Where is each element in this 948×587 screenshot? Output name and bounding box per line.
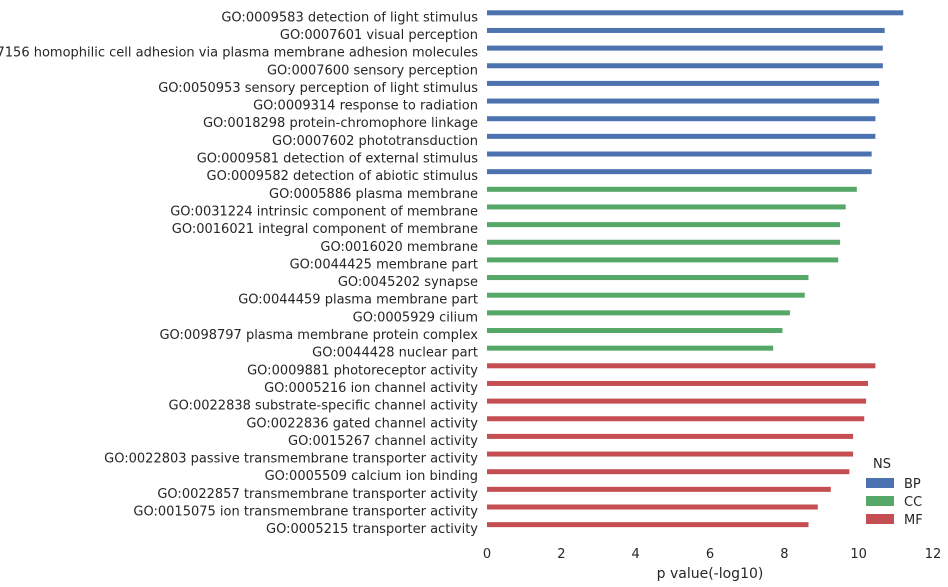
category-label: GO:0044428 nuclear part (312, 346, 478, 361)
category-label: GO:0016021 integral component of membran… (172, 222, 478, 237)
legend-swatch (866, 514, 894, 524)
category-label: GO:0022838 substrate-specific channel ac… (169, 399, 479, 414)
category-label: GO:0044459 plasma membrane part (238, 293, 478, 308)
x-tick-label: 4 (632, 547, 640, 562)
bar (487, 292, 805, 298)
bar (487, 116, 876, 122)
bar (487, 363, 876, 369)
x-tick-label: 12 (925, 547, 942, 562)
category-label: GO:0007601 visual perception (280, 28, 478, 43)
category-label: GO:0009314 response to radiation (253, 99, 478, 114)
bar (487, 169, 872, 175)
legend-title: NS (873, 457, 891, 472)
category-label: GO:0009881 photoreceptor activity (247, 363, 478, 378)
category-label: GO:0009582 detection of abiotic stimulus (207, 169, 479, 184)
category-label: GO:0005216 ion channel activity (264, 381, 478, 396)
bar (487, 257, 839, 263)
category-label: GO:0015267 channel activity (288, 434, 478, 449)
bar (487, 45, 883, 51)
category-label: GO:0098797 plasma membrane protein compl… (159, 328, 478, 343)
bar (487, 133, 876, 139)
bar (487, 345, 774, 351)
category-label: GO:0009583 detection of light stimulus (221, 10, 478, 25)
legend-entry-label: CC (904, 495, 922, 510)
bar (487, 80, 880, 86)
bar (487, 204, 846, 210)
bar (487, 310, 790, 316)
bar (487, 151, 872, 157)
legend-swatch (866, 496, 894, 506)
category-label: GO:0022836 gated channel activity (246, 416, 478, 431)
bar (487, 398, 867, 404)
category-label: GO:0045202 synapse (338, 275, 478, 290)
category-labels: GO:0009583 detection of light stimulus GO… (0, 10, 478, 537)
x-tick-label: 10 (850, 547, 867, 562)
legend-swatch (866, 478, 894, 488)
category-label: GO:0016020 membrane (320, 240, 478, 255)
bar (487, 222, 841, 228)
bar (487, 27, 885, 33)
x-axis-ticks: 0 2 4 6 8 10 12 (483, 547, 941, 562)
bar (487, 239, 841, 245)
bars-group (487, 10, 904, 528)
category-label: GO:0005886 plasma membrane (269, 187, 478, 202)
bar (487, 328, 783, 333)
bar (487, 275, 809, 281)
bar (487, 10, 904, 16)
legend-entry-label: BP (904, 477, 921, 492)
bar (487, 63, 883, 69)
bar (487, 504, 818, 510)
category-label: GO:0007602 phototransduction (272, 134, 478, 149)
x-tick-label: 0 (483, 547, 491, 562)
bar (487, 416, 865, 422)
category-label: GO:0022803 passive transmembrane transpo… (104, 452, 478, 467)
category-label: GO:0018298 protein-chromophore linkage (203, 116, 478, 131)
category-label: GO:0009581 detection of external stimulu… (197, 152, 479, 167)
category-label: GO:0007600 sensory perception (267, 63, 478, 78)
category-label: GO:0022857 transmembrane transporter act… (157, 487, 478, 502)
bar (487, 98, 880, 104)
x-axis-label: p value(-log10) (657, 566, 764, 582)
category-label: GO:0050953 sensory perception of light s… (158, 81, 478, 96)
legend: NS BP CC MF (866, 457, 923, 528)
legend-entry-label: MF (904, 513, 923, 528)
bar (487, 451, 854, 457)
bar (487, 522, 809, 528)
x-tick-label: 6 (706, 547, 714, 562)
category-label: GO:0005215 transporter activity (266, 522, 478, 537)
category-label: GO:0031224 intrinsic component of membra… (170, 204, 478, 219)
category-label: GO:0044425 membrane part (290, 257, 478, 272)
category-label: GO:0007156 homophilic cell adhesion via … (0, 46, 478, 61)
bar (487, 469, 850, 475)
bar (487, 433, 854, 439)
category-label: GO:0005509 calcium ion binding (265, 469, 478, 484)
bar (487, 486, 831, 492)
category-label: GO:0005929 cilium (353, 310, 478, 325)
bar (487, 380, 868, 386)
x-tick-label: 2 (557, 547, 565, 562)
bar (487, 186, 857, 192)
category-label: GO:0015075 ion transmembrane transporter… (133, 505, 478, 520)
x-tick-label: 8 (780, 547, 788, 562)
